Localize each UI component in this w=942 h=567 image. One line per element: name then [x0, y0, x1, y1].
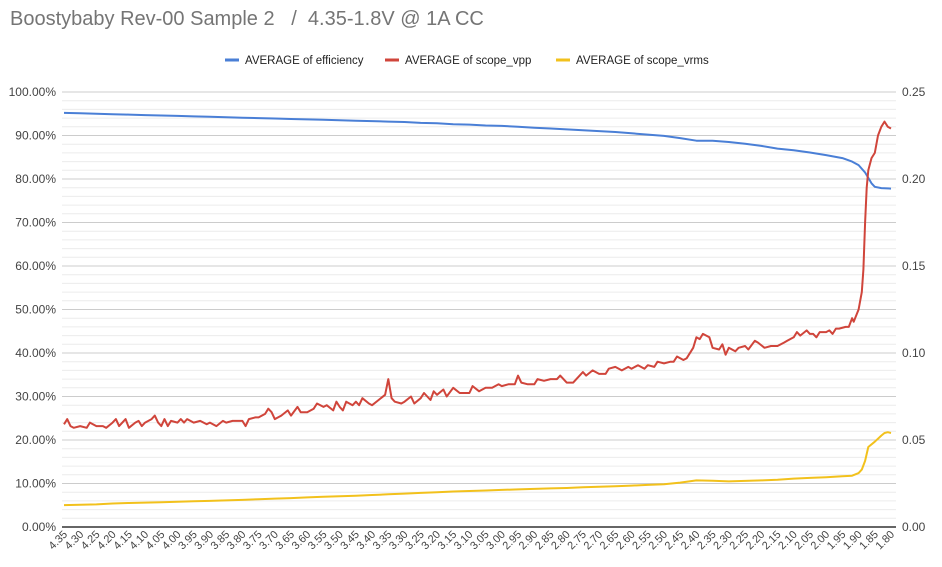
left-axis-tick-label: 50.00%: [15, 303, 56, 317]
legend-label: AVERAGE of efficiency: [245, 55, 364, 67]
left-axis-tick-label: 100.00%: [9, 85, 57, 99]
series-line-average-of-efficiency: [63, 111, 892, 190]
chart-title: Boostybaby Rev-00 Sample 2 / 4.35-1.8V @…: [10, 8, 484, 30]
left-axis-tick-label: 40.00%: [15, 346, 56, 360]
right-axis-tick-label: 0.20: [902, 172, 926, 186]
right-axis-tick-label: 0.05: [902, 433, 926, 447]
legend-label: AVERAGE of scope_vrms: [576, 55, 709, 67]
left-axis-tick-label: 60.00%: [15, 259, 56, 273]
left-axis-tick-label: 10.00%: [15, 477, 56, 491]
series-line-average-of-scope-vpp: [63, 120, 892, 429]
x-axis-tick-label: 1.80: [873, 529, 897, 553]
left-axis-tick-label: 0.00%: [22, 520, 56, 534]
legend-label: AVERAGE of scope_vpp: [405, 55, 531, 67]
left-axis-tick-label: 20.00%: [15, 433, 56, 447]
right-axis-tick-label: 0.25: [902, 85, 926, 99]
right-axis-tick-label: 0.00: [902, 520, 926, 534]
left-axis-tick-label: 70.00%: [15, 216, 56, 230]
right-axis-tick-label: 0.15: [902, 259, 926, 273]
left-axis-tick-label: 30.00%: [15, 390, 56, 404]
series-line-average-of-scope-vrms: [63, 431, 892, 507]
left-axis-tick-label: 80.00%: [15, 172, 56, 186]
right-axis-tick-label: 0.10: [902, 346, 926, 360]
left-axis-tick-label: 90.00%: [15, 129, 56, 143]
